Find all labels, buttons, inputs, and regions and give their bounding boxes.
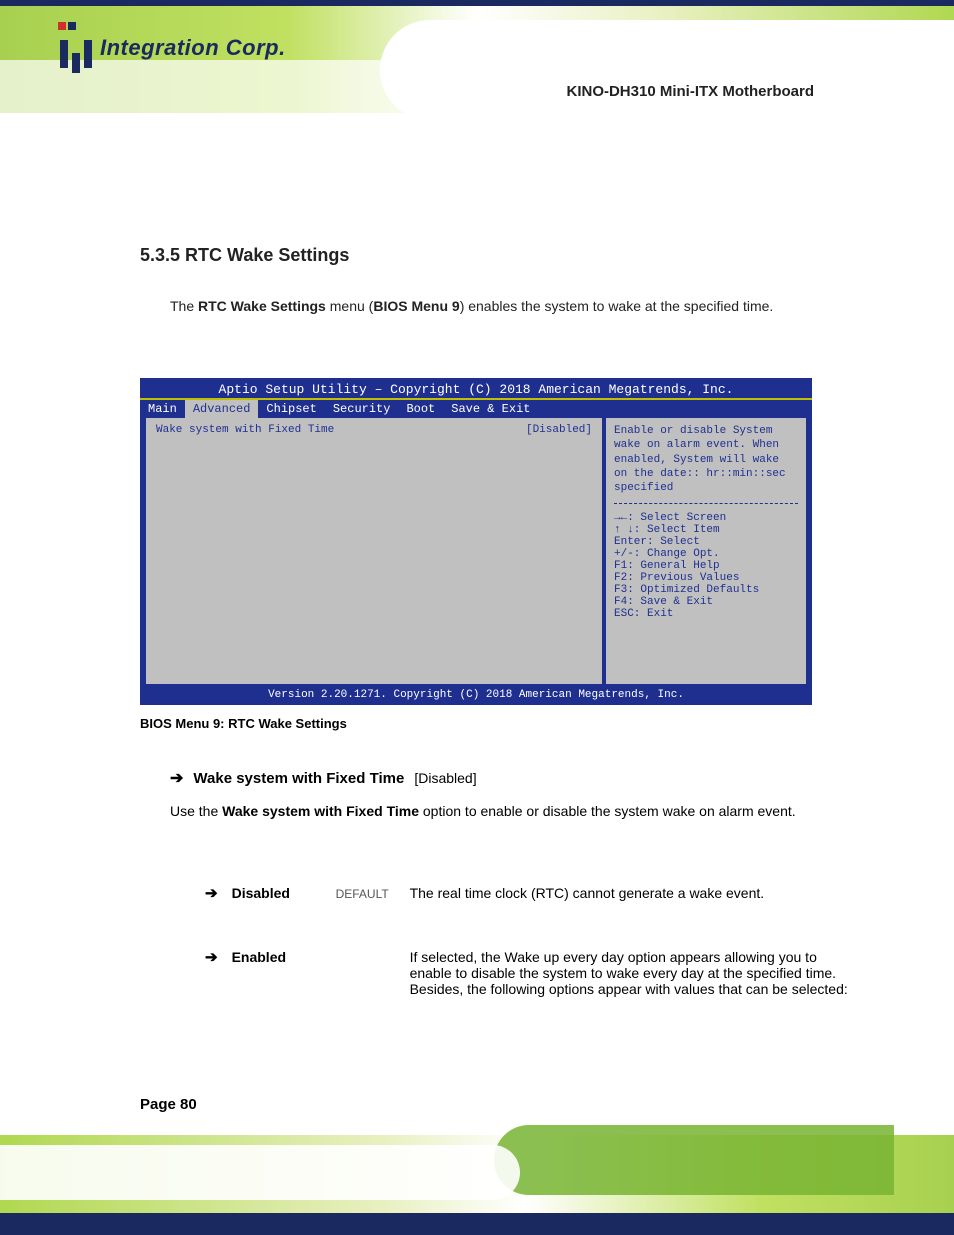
sub-label: Disabled	[232, 885, 322, 901]
sub-option-enabled: Enabled If selected, the Wake up every d…	[205, 948, 850, 997]
bios-side-panel: Enable or disable System wake on alarm e…	[606, 418, 806, 684]
bios-footer: Version 2.20.1271. Copyright (C) 2018 Am…	[140, 689, 812, 701]
bios-help-text: Enable or disable System wake on alarm e…	[614, 424, 798, 495]
sub-label: Enabled	[232, 949, 322, 965]
bios-key-8: ESC: Exit	[614, 608, 798, 620]
bios-key-7: F4: Save & Exit	[614, 596, 798, 608]
bios-key-3: +/-: Change Opt.	[614, 548, 798, 560]
bios-tab-save: Save & Exit	[443, 400, 538, 418]
arrow-icon	[170, 768, 183, 788]
footer-curve2	[0, 1145, 520, 1200]
bios-title: Aptio Setup Utility – Copyright (C) 2018…	[140, 382, 812, 397]
option-desc: Use the Wake system with Fixed Time opti…	[170, 800, 796, 824]
bios-key-4: F1: General Help	[614, 560, 798, 572]
logo: Integration Corp.	[58, 22, 286, 73]
section-intro: The RTC Wake Settings menu (BIOS Menu 9)…	[170, 295, 810, 317]
bios-key-6: F3: Optimized Defaults	[614, 584, 798, 596]
bios-key-2: Enter: Select	[614, 536, 798, 548]
figure-ref: BIOS Menu 9	[373, 298, 459, 314]
bios-caption: BIOS Menu 9: RTC Wake Settings	[140, 716, 347, 731]
side-separator	[614, 503, 798, 504]
sub-desc: The real time clock (RTC) cannot generat…	[410, 885, 765, 901]
logo-text: Integration Corp.	[100, 35, 286, 61]
logo-mark	[58, 22, 94, 73]
bios-tab-chipset: Chipset	[258, 400, 324, 418]
bios-tab-main: Main	[140, 400, 185, 418]
bios-item: Wake system with Fixed Time [Disabled]	[156, 424, 592, 436]
footer-banner	[0, 1135, 954, 1235]
page-number: Page 80	[140, 1096, 197, 1113]
bios-tabs: Main Advanced Chipset Security Boot Save…	[140, 400, 812, 418]
sub-option-disabled: Disabled DEFAULT The real time clock (RT…	[205, 884, 764, 902]
arrow-icon	[205, 948, 218, 966]
arrow-icon	[205, 884, 218, 902]
bios-screenshot: Aptio Setup Utility – Copyright (C) 2018…	[140, 378, 812, 705]
option-block: Wake system with Fixed Time [Disabled] U…	[170, 768, 796, 824]
bios-tab-security: Security	[325, 400, 399, 418]
bios-tab-advanced: Advanced	[185, 400, 259, 418]
option-head: Wake system with Fixed Time [Disabled]	[170, 768, 796, 788]
bios-item-value: [Disabled]	[526, 424, 592, 436]
bios-main-panel: Wake system with Fixed Time [Disabled]	[146, 418, 602, 684]
bios-key-0: →←: Select Screen	[614, 512, 798, 524]
section-heading: 5.3.5 RTC Wake Settings	[140, 245, 349, 266]
bios-tab-boot: Boot	[398, 400, 443, 418]
menu-name: RTC Wake Settings	[198, 298, 326, 314]
option-name: Wake system with Fixed Time	[193, 770, 404, 787]
option-name-inline: Wake system with Fixed Time	[222, 803, 419, 819]
bios-key-5: F2: Previous Values	[614, 572, 798, 584]
option-range: [Disabled]	[414, 770, 476, 786]
sub-desc: If selected, the Wake up every day optio…	[410, 949, 850, 997]
product-title: KINO-DH310 Mini-ITX Motherboard	[566, 83, 814, 100]
bios-key-1: ↑ ↓: Select Item	[614, 524, 798, 536]
bios-item-label: Wake system with Fixed Time	[156, 424, 334, 436]
footer-curve	[494, 1125, 894, 1195]
sub-tag: DEFAULT	[336, 887, 396, 901]
